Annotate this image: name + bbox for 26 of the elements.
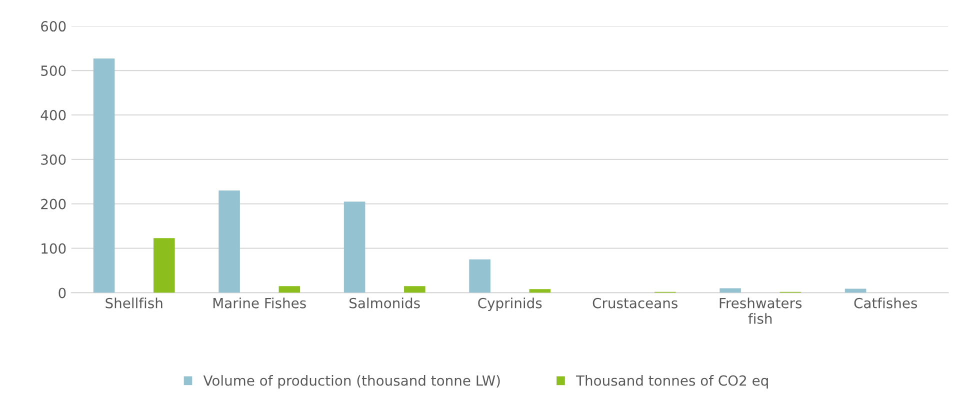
y-tick-label: 500	[41, 65, 66, 76]
x-tick-label: Salmonids	[350, 298, 420, 308]
legend-label: Thousand tonnes of CO2 eq	[576, 375, 768, 388]
bar	[404, 286, 426, 293]
x-tick-label: Catfishes	[854, 298, 918, 308]
x-tick-label: Marine Fishes	[213, 298, 306, 308]
y-tick-label: 200	[41, 198, 66, 210]
legend-label: Volume of production (thousand tonne LW)	[203, 375, 500, 388]
bar	[344, 202, 366, 293]
bar	[218, 190, 240, 293]
x-tick-label: Cyprinids	[478, 298, 542, 312]
bar	[278, 286, 300, 293]
y-tick-label: 400	[40, 110, 66, 120]
bar	[469, 259, 490, 293]
bar	[93, 58, 115, 293]
x-tick-label: Shellfish	[106, 298, 162, 308]
bar	[720, 288, 741, 293]
y-tick-label: 300	[41, 154, 66, 165]
y-tick-label: 100	[42, 243, 66, 254]
x-tick-label: Crustaceans	[592, 298, 678, 308]
bar	[844, 288, 866, 293]
y-tick-label: 0	[58, 288, 66, 298]
x-tick-label: Freshwaters fish	[720, 298, 802, 324]
y-tick-label: 600	[41, 21, 66, 32]
bar	[529, 289, 551, 293]
bar	[154, 238, 175, 293]
